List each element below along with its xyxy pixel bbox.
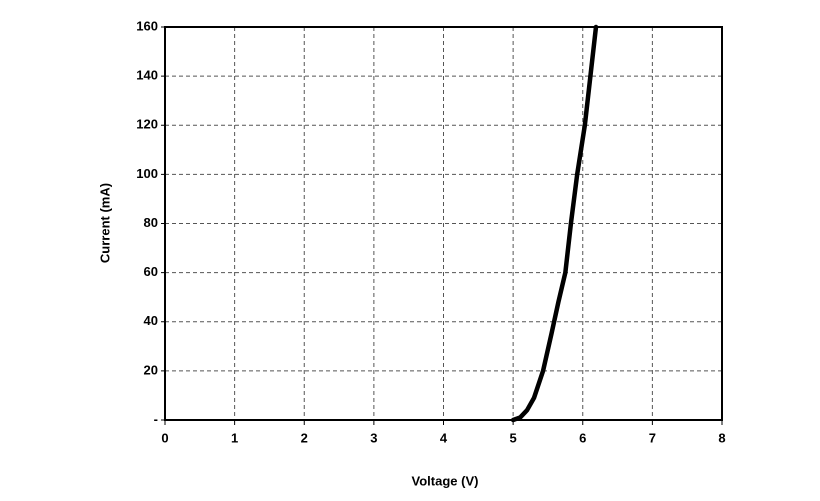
- x-tick-label: 7: [649, 430, 656, 445]
- x-tick-label: 6: [579, 430, 586, 445]
- y-tick-label: -: [154, 411, 158, 426]
- y-tick-label: 20: [144, 362, 158, 377]
- x-tick-label: 4: [440, 430, 448, 445]
- y-tick-label: 40: [144, 313, 158, 328]
- y-axis-label: Current (mA): [97, 183, 112, 263]
- plot-frame: [164, 26, 723, 421]
- data-line: [510, 24, 599, 423]
- x-axis-label: Voltage (V): [412, 473, 479, 488]
- x-tick-label: 8: [718, 430, 725, 445]
- y-tick-label: 140: [136, 68, 158, 83]
- x-tick-label: 0: [161, 430, 168, 445]
- x-tick-label: 2: [301, 430, 308, 445]
- x-tick-label: 1: [231, 430, 238, 445]
- x-tick-label: 3: [370, 430, 377, 445]
- y-tick-label: 100: [136, 166, 158, 181]
- y-tick-label: 160: [136, 18, 158, 33]
- x-tick-label: 5: [510, 430, 517, 445]
- y-tick-label: 60: [144, 264, 158, 279]
- y-tick-label: 80: [144, 215, 158, 230]
- y-tick-label: 120: [136, 117, 158, 132]
